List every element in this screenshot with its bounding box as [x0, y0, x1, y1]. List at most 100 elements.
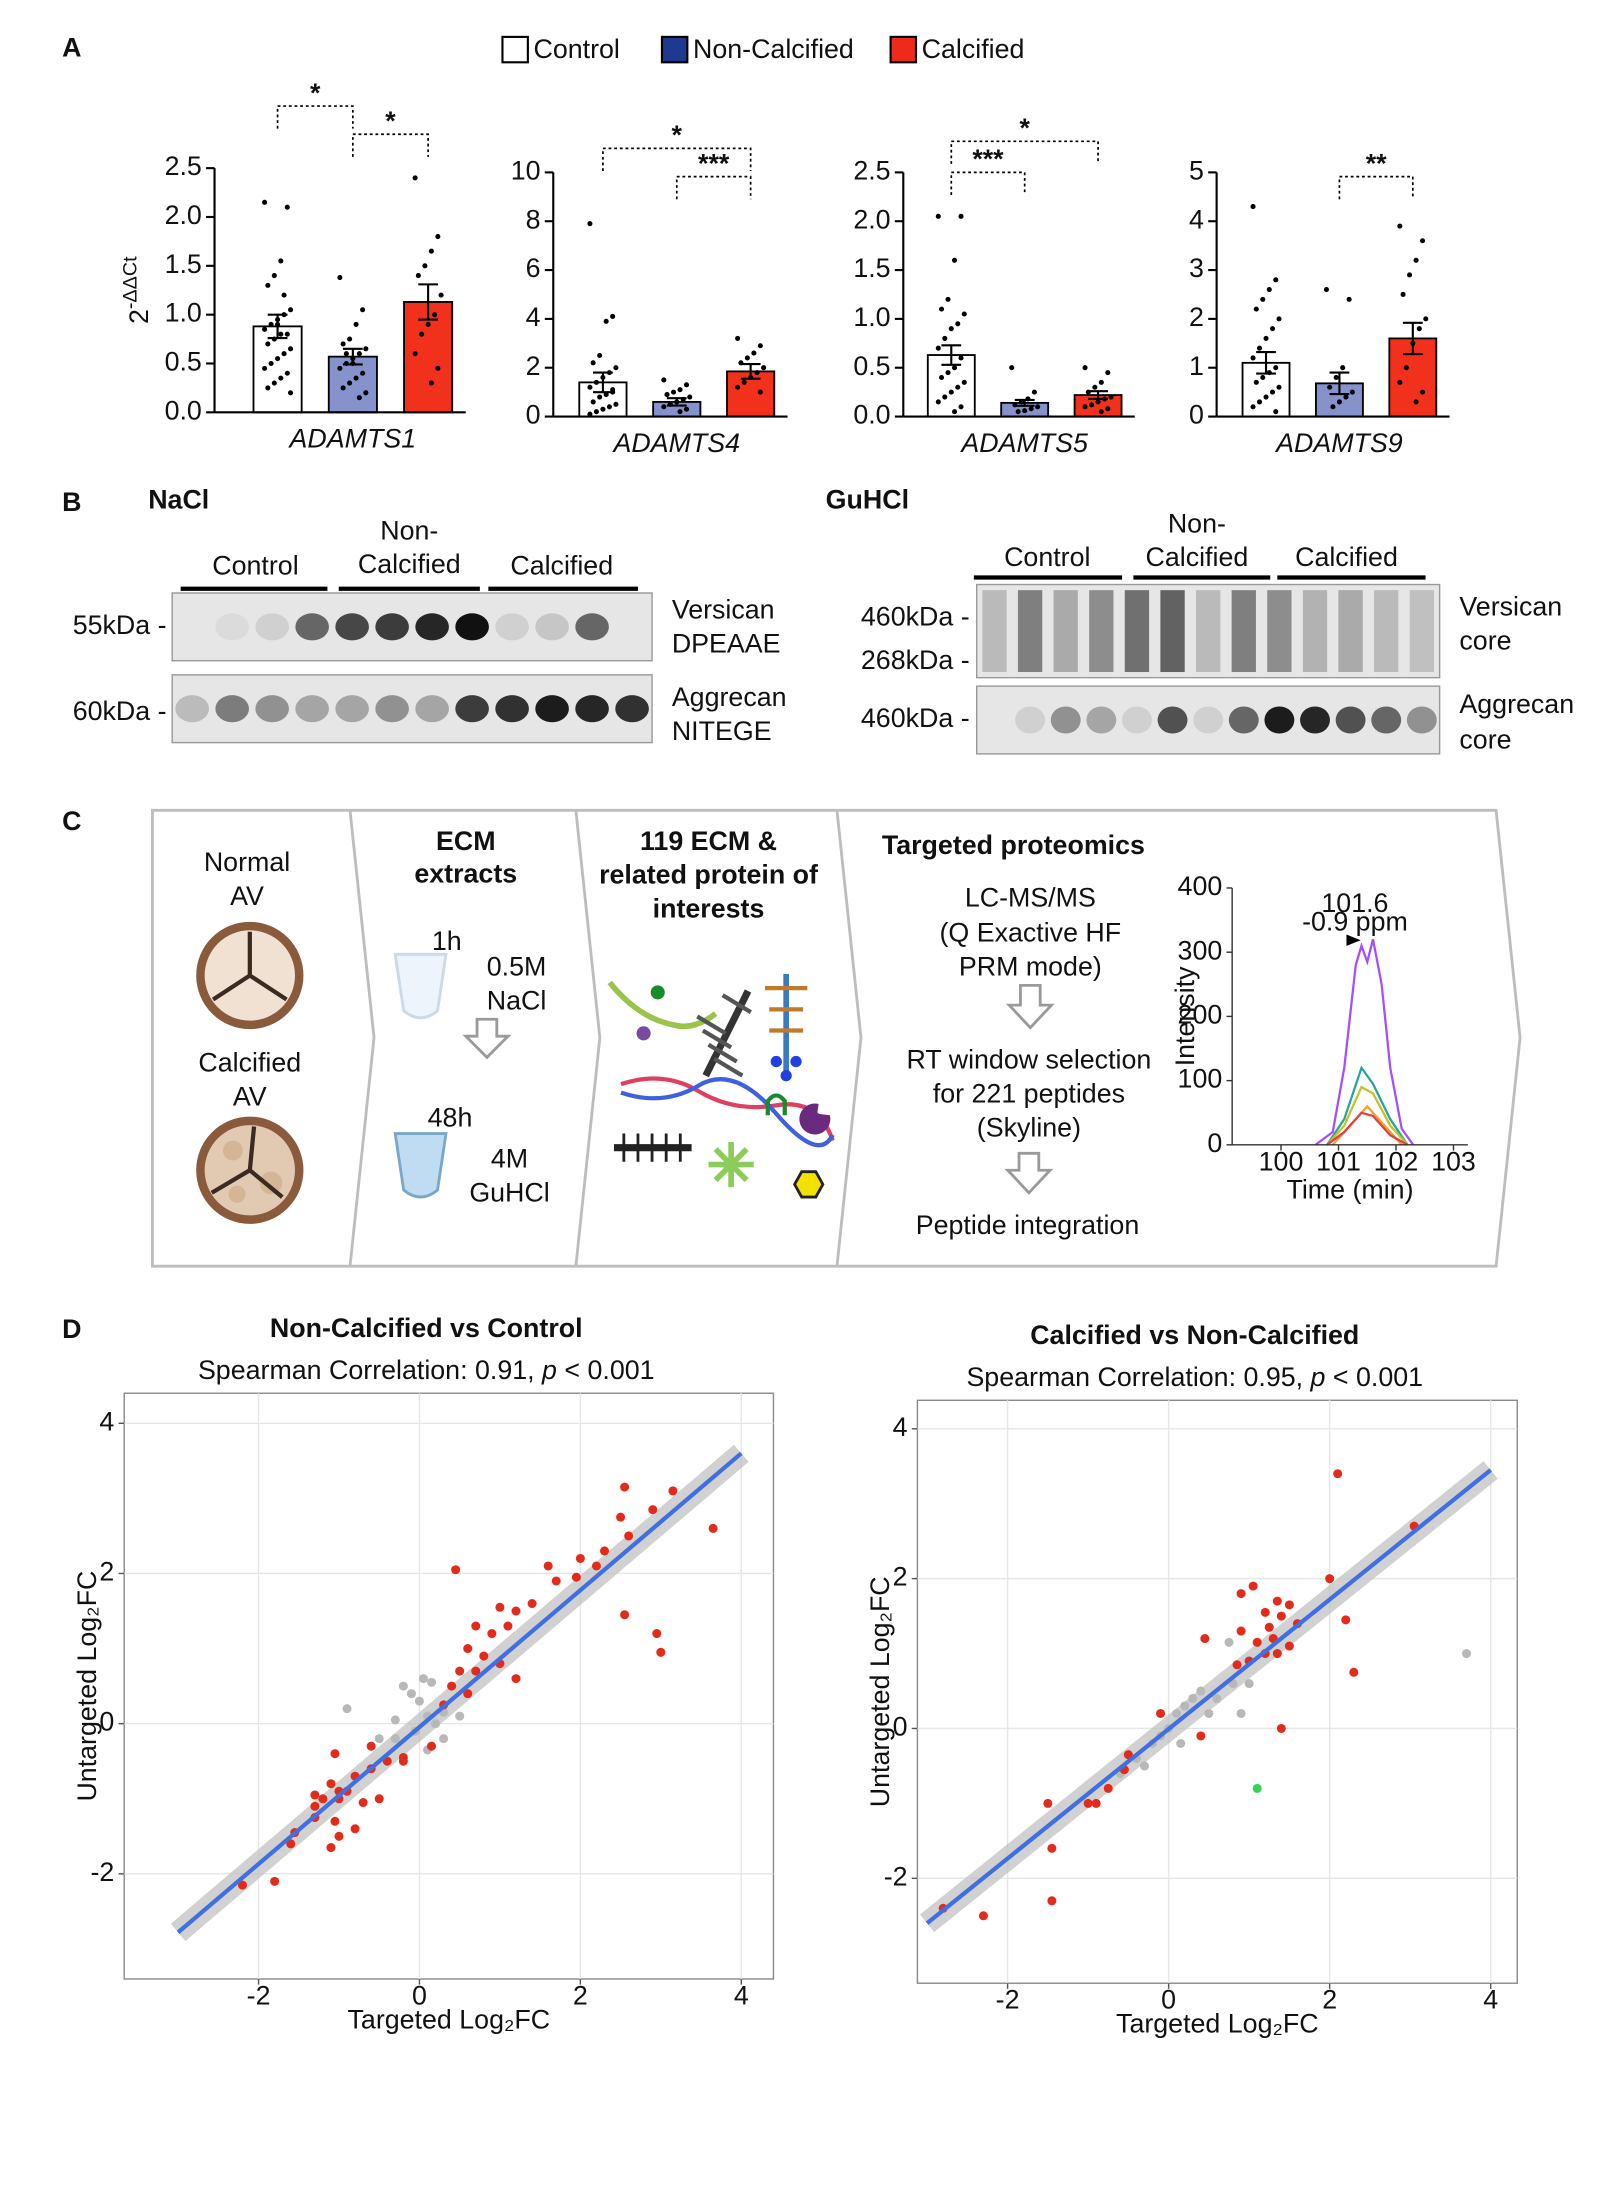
panel-letter: B	[62, 487, 81, 517]
marker-label: 460kDa -	[861, 601, 970, 631]
data-point	[1250, 355, 1256, 361]
blot-band	[455, 695, 489, 723]
y-tick-label: 0.0	[853, 400, 890, 430]
data-point	[620, 1610, 630, 1620]
data-point	[1253, 379, 1259, 385]
y-tick-label: 3	[1189, 253, 1204, 283]
data-point	[610, 387, 616, 393]
data-point	[326, 1843, 336, 1853]
data-point	[648, 1505, 658, 1515]
data-point	[1232, 1660, 1242, 1670]
data-point	[1333, 374, 1339, 381]
data-point	[1176, 1738, 1186, 1748]
tube	[393, 1132, 448, 1199]
y-tick-label: 300	[1178, 935, 1223, 965]
data-point	[624, 1531, 634, 1541]
x-axis-label: Targeted Log₂FC	[348, 2004, 551, 2034]
blot-band	[335, 695, 369, 723]
y-tick-label: 0.0	[165, 395, 202, 425]
data-point	[425, 321, 431, 327]
data-point	[1266, 287, 1272, 293]
data-point	[735, 335, 741, 341]
data-point	[1346, 296, 1352, 302]
data-point	[1397, 379, 1403, 385]
flow-arrow	[1004, 1151, 1054, 1195]
data-point	[1028, 406, 1034, 412]
panel-letter: D	[62, 1314, 81, 1344]
data-point	[1196, 1686, 1206, 1696]
data-point	[754, 370, 760, 376]
marker-label: 460kDa -	[861, 703, 970, 733]
y-tick-label: 0	[1207, 1128, 1222, 1158]
y-tick-label: 5	[1189, 155, 1204, 185]
sample-label: Calcified	[198, 1047, 301, 1077]
buffer-label: GuHCl	[469, 1177, 549, 1207]
blot-smear	[1160, 590, 1185, 673]
data-point	[479, 1651, 489, 1661]
data-point	[1349, 1667, 1359, 1677]
blot-band	[1050, 706, 1081, 734]
chromatogram-line	[1326, 1111, 1409, 1146]
step-title: Targeted proteomics	[882, 830, 1145, 860]
y-tick-label: 1.5	[165, 249, 202, 279]
valve-commissure	[210, 1126, 284, 1199]
data-point	[1269, 389, 1276, 395]
data-point	[1082, 365, 1088, 371]
data-point	[310, 1790, 320, 1800]
data-point	[587, 221, 593, 227]
data-point	[751, 350, 757, 356]
blot-smear	[1267, 590, 1292, 673]
tube	[393, 952, 448, 1020]
blot-band	[615, 695, 649, 723]
data-point	[471, 1666, 481, 1676]
data-point	[571, 1572, 581, 1582]
data-point	[600, 406, 606, 412]
time-label: 1h	[432, 926, 462, 956]
data-point	[1413, 257, 1419, 263]
data-point	[1236, 1708, 1246, 1719]
icon	[764, 986, 808, 1033]
data-point	[1095, 399, 1101, 405]
data-point	[427, 1741, 437, 1751]
data-point	[1397, 223, 1403, 229]
x-tick-label: -2	[996, 1985, 1020, 2015]
flow-arrow	[1005, 983, 1055, 1030]
marker-label: 268kDa -	[861, 645, 970, 675]
data-point	[1089, 402, 1095, 408]
y-tick-label: 4	[1189, 204, 1204, 234]
data-point	[599, 1546, 610, 1556]
data-point	[593, 379, 599, 385]
data-point	[951, 365, 958, 371]
data-point	[948, 389, 954, 395]
data-point	[281, 312, 287, 318]
data-point	[1272, 1596, 1282, 1606]
data-point	[1416, 326, 1422, 332]
blot-band	[1264, 706, 1295, 734]
data-point	[310, 1801, 320, 1811]
subtitle-part: Spearman Correlation: 0.95,	[966, 1362, 1310, 1392]
molecule-icons	[607, 974, 835, 1199]
data-point	[935, 399, 941, 405]
blot-band	[535, 695, 569, 723]
y-tick-label: 2.5	[853, 155, 890, 185]
data-point	[347, 380, 353, 386]
subtitle-part: p	[1310, 1362, 1326, 1392]
data-point	[1325, 1574, 1335, 1584]
chart-title: Calcified vs Non-Calcified	[1030, 1320, 1359, 1350]
data-point	[1400, 291, 1406, 298]
x-axis-label: Time (min)	[1286, 1174, 1413, 1204]
valve-icon	[196, 1116, 304, 1224]
data-point	[1403, 365, 1409, 371]
data-point	[1196, 1731, 1206, 1741]
workflow-frame	[151, 808, 1522, 1268]
error-bar	[1014, 398, 1035, 407]
data-point	[603, 392, 609, 398]
protein-label: Versican	[1459, 592, 1562, 622]
data-point	[268, 321, 274, 327]
data-point	[543, 1561, 553, 1571]
data-point	[262, 326, 268, 332]
data-point	[935, 213, 941, 219]
data-point	[428, 248, 434, 254]
data-point	[1269, 326, 1276, 332]
step-text: for 221 peptides	[933, 1079, 1125, 1109]
